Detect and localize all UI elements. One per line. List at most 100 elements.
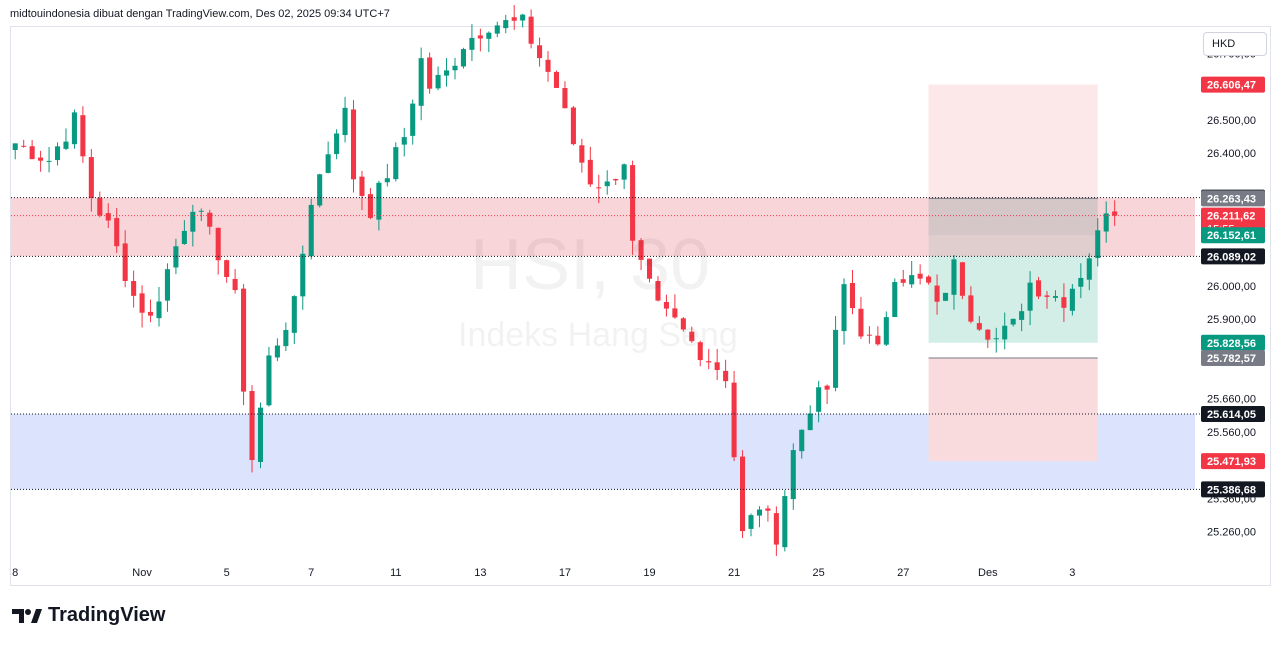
candle-body xyxy=(553,71,560,88)
candle-body xyxy=(207,212,213,227)
candle-body xyxy=(993,338,999,340)
candle-body xyxy=(511,17,517,21)
candle xyxy=(968,286,974,324)
tradingview-logo[interactable]: TradingView xyxy=(12,604,165,627)
candle-body xyxy=(807,413,813,431)
candle-body xyxy=(858,308,864,337)
x-tick-label: 7 xyxy=(308,567,314,579)
candle xyxy=(1103,201,1109,243)
candle-body xyxy=(1010,318,1016,325)
candle xyxy=(308,198,314,260)
candle xyxy=(883,311,889,347)
candle-body xyxy=(215,227,221,261)
candle-body xyxy=(308,204,314,257)
candle-body xyxy=(731,382,737,458)
price-label-box xyxy=(1201,334,1265,351)
x-tick-label: 11 xyxy=(390,567,401,579)
candle-body xyxy=(680,318,686,330)
candle-body xyxy=(452,65,458,71)
candle xyxy=(596,174,602,204)
candle-body xyxy=(875,335,881,345)
candle xyxy=(537,37,543,67)
price-label: 26.606,47 xyxy=(1201,76,1265,93)
candle-body xyxy=(435,74,441,89)
candle-body xyxy=(926,276,932,283)
candle-body xyxy=(477,35,483,39)
candle xyxy=(655,276,661,302)
candle-body xyxy=(604,181,610,187)
candle-body xyxy=(249,391,255,461)
candle-body xyxy=(469,37,475,50)
y-tick-label: 25.560,00 xyxy=(1207,427,1256,439)
candle-body xyxy=(384,178,390,183)
price-label-box xyxy=(1201,227,1265,244)
candle xyxy=(807,405,813,431)
candle xyxy=(562,81,568,109)
candle-body xyxy=(198,210,204,212)
candle xyxy=(46,146,52,173)
candle-body xyxy=(1086,258,1092,280)
price-label: 26.152,61 xyxy=(1201,227,1265,244)
candle-body xyxy=(21,145,27,147)
candle xyxy=(1027,271,1033,326)
candle xyxy=(452,57,458,80)
candle xyxy=(54,142,61,166)
x-tick-label: 21 xyxy=(728,567,740,579)
candle xyxy=(511,5,517,30)
price-label: 25.614,05 xyxy=(1201,405,1265,422)
candle xyxy=(816,380,822,423)
candle-body xyxy=(824,385,830,390)
candle-body xyxy=(900,279,906,283)
candle xyxy=(342,96,348,143)
mid-zone xyxy=(928,235,1098,257)
candle-body xyxy=(799,429,805,452)
currency-selector[interactable]: HKD xyxy=(1203,32,1267,56)
candle xyxy=(765,505,771,522)
candle xyxy=(689,326,695,343)
candle-body xyxy=(1095,230,1101,259)
candle xyxy=(435,66,441,91)
candle xyxy=(190,204,196,247)
candle-body xyxy=(12,143,18,150)
candle-body xyxy=(951,259,957,295)
candle-body xyxy=(1078,277,1084,287)
candle xyxy=(663,294,669,317)
candle-body xyxy=(833,329,839,388)
candle-body xyxy=(164,269,170,301)
candle-body xyxy=(782,496,788,548)
price-label: 26.089,02 xyxy=(1201,248,1265,265)
candle xyxy=(934,274,940,315)
candle xyxy=(393,142,399,182)
candle-body xyxy=(638,240,644,260)
candle-body xyxy=(317,174,323,206)
candle xyxy=(942,292,949,302)
candle xyxy=(697,340,703,367)
candle-body xyxy=(942,292,949,301)
candle xyxy=(283,322,289,352)
candle xyxy=(63,128,69,151)
candle xyxy=(207,209,213,235)
candle xyxy=(224,259,230,283)
candle xyxy=(1052,290,1058,302)
position-layer xyxy=(928,84,1098,462)
x-axis: 8 Nov 5 7 11 13 17 19 21 25 27 Des 3 xyxy=(12,567,1075,579)
candle-body xyxy=(427,57,433,89)
candle xyxy=(799,429,805,459)
chart-header-title: midtouindonesia dibuat dengan TradingVie… xyxy=(10,8,390,20)
candle-body xyxy=(283,330,289,347)
candle xyxy=(266,346,272,407)
lines-layer xyxy=(11,197,1200,490)
candle xyxy=(714,348,720,381)
candle-body xyxy=(80,115,86,157)
candle-body xyxy=(1044,295,1050,297)
candle-body xyxy=(291,296,297,333)
candle xyxy=(1095,218,1101,267)
candle-body xyxy=(1027,282,1033,311)
candle-body xyxy=(274,345,280,358)
candle-body xyxy=(1019,311,1025,320)
price-label-box xyxy=(1201,248,1265,265)
candle xyxy=(520,13,526,28)
candle-body xyxy=(114,218,120,247)
candle xyxy=(731,370,737,462)
